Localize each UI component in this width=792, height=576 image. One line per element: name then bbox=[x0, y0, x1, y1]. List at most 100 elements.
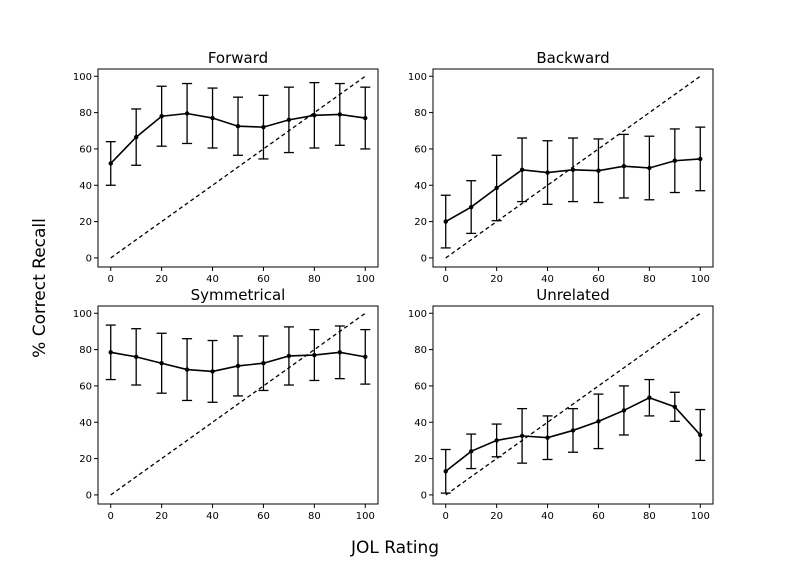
reference-line bbox=[110, 75, 366, 259]
y-tick-label: 40 bbox=[79, 181, 92, 192]
y-tick-label: 0 bbox=[421, 253, 427, 264]
x-tick-label: 100 bbox=[691, 511, 710, 522]
axes-frame bbox=[432, 305, 714, 505]
y-tick-label: 80 bbox=[414, 108, 427, 119]
data-point bbox=[596, 168, 601, 173]
y-tick-label: 100 bbox=[73, 309, 92, 320]
data-point bbox=[210, 369, 215, 374]
data-point bbox=[108, 161, 113, 166]
data-point bbox=[312, 352, 317, 358]
x-tick-label: 0 bbox=[108, 511, 114, 522]
y-tick-label: 0 bbox=[421, 490, 427, 501]
data-point bbox=[647, 165, 652, 171]
data-point bbox=[286, 117, 292, 123]
x-tick-label: 40 bbox=[541, 511, 554, 522]
data-point bbox=[621, 408, 627, 413]
x-tick-label: 60 bbox=[592, 511, 605, 522]
x-tick-label: 20 bbox=[155, 274, 168, 285]
x-tick-label: 100 bbox=[356, 274, 375, 285]
x-tick-label: 60 bbox=[257, 274, 270, 285]
data-point bbox=[468, 204, 474, 210]
data-point bbox=[494, 185, 499, 191]
data-point bbox=[159, 361, 164, 366]
data-point bbox=[363, 115, 368, 121]
x-tick-label: 80 bbox=[643, 511, 656, 522]
x-tick-label: 40 bbox=[541, 274, 554, 285]
data-point bbox=[519, 433, 525, 439]
y-tick-label: 80 bbox=[414, 345, 427, 356]
data-point bbox=[570, 167, 576, 173]
data-point bbox=[443, 219, 448, 224]
data-point bbox=[312, 113, 317, 118]
data-point bbox=[210, 115, 215, 121]
data-point bbox=[647, 395, 652, 400]
data-point bbox=[494, 438, 499, 443]
data-point bbox=[621, 163, 627, 169]
data-point bbox=[545, 170, 550, 175]
data-point bbox=[261, 124, 266, 130]
data-point bbox=[698, 432, 703, 438]
x-tick-label: 60 bbox=[257, 511, 270, 522]
data-point bbox=[184, 111, 190, 116]
subplot-title: Forward bbox=[208, 49, 268, 67]
subplot-title: Unrelated bbox=[536, 286, 610, 304]
x-tick-label: 20 bbox=[155, 511, 168, 522]
y-tick-label: 20 bbox=[79, 217, 92, 228]
y-tick-label: 20 bbox=[414, 217, 427, 228]
y-tick-label: 60 bbox=[414, 381, 427, 392]
figure-xlabel: JOL Rating bbox=[350, 538, 439, 558]
data-point bbox=[261, 361, 266, 366]
x-tick-label: 80 bbox=[308, 274, 321, 285]
subplot-2: Symmetrical 0 20 40 60 80 100 0 20 40 60 80 100 bbox=[73, 286, 379, 522]
y-tick-label: 40 bbox=[414, 181, 427, 192]
subplot-1: Backward 0 20 40 60 80 100 0 20 40 60 80 100 bbox=[408, 49, 714, 285]
y-tick-label: 60 bbox=[414, 144, 427, 155]
data-point bbox=[184, 367, 190, 372]
data-point bbox=[468, 449, 474, 454]
data-point bbox=[596, 419, 601, 424]
figure-ylabel: % Correct Recall bbox=[30, 218, 50, 358]
reference-line bbox=[110, 312, 366, 496]
data-point bbox=[108, 350, 113, 355]
x-tick-label: 20 bbox=[490, 274, 503, 285]
data-point bbox=[698, 156, 703, 162]
data-point bbox=[672, 158, 678, 163]
data-point bbox=[519, 167, 525, 173]
data-point bbox=[545, 435, 550, 440]
y-tick-label: 80 bbox=[79, 345, 92, 356]
x-tick-label: 0 bbox=[443, 274, 449, 285]
data-point bbox=[570, 428, 576, 433]
y-tick-label: 100 bbox=[408, 309, 427, 320]
y-tick-label: 0 bbox=[86, 253, 92, 264]
x-tick-label: 80 bbox=[643, 274, 656, 285]
data-point bbox=[337, 350, 343, 355]
axes-frame bbox=[97, 68, 379, 268]
y-tick-label: 80 bbox=[79, 108, 92, 119]
x-tick-label: 0 bbox=[443, 511, 449, 522]
x-tick-label: 40 bbox=[206, 511, 219, 522]
data-point bbox=[337, 112, 343, 117]
data-point bbox=[235, 363, 241, 369]
data-point bbox=[133, 134, 139, 140]
x-tick-label: 40 bbox=[206, 274, 219, 285]
y-tick-label: 20 bbox=[414, 454, 427, 465]
y-tick-label: 40 bbox=[414, 418, 427, 429]
axes-frame bbox=[97, 305, 379, 505]
x-tick-label: 100 bbox=[691, 274, 710, 285]
subplot-0: Forward 0 20 40 60 80 100 0 20 40 60 80 100 bbox=[73, 49, 379, 285]
data-point bbox=[672, 404, 678, 410]
y-tick-label: 60 bbox=[79, 144, 92, 155]
y-tick-label: 100 bbox=[408, 72, 427, 83]
data-point bbox=[159, 114, 164, 119]
x-tick-label: 80 bbox=[308, 511, 321, 522]
subplot-3: Unrelated 0 20 40 60 80 100 0 20 40 60 80 100 bbox=[408, 286, 714, 522]
y-tick-label: 20 bbox=[79, 454, 92, 465]
y-tick-label: 0 bbox=[86, 490, 92, 501]
x-tick-label: 60 bbox=[592, 274, 605, 285]
data-point bbox=[286, 353, 292, 359]
data-point bbox=[133, 354, 139, 360]
x-tick-label: 100 bbox=[356, 511, 375, 522]
axes-frame bbox=[432, 68, 714, 268]
subplot-title: Symmetrical bbox=[191, 286, 286, 304]
